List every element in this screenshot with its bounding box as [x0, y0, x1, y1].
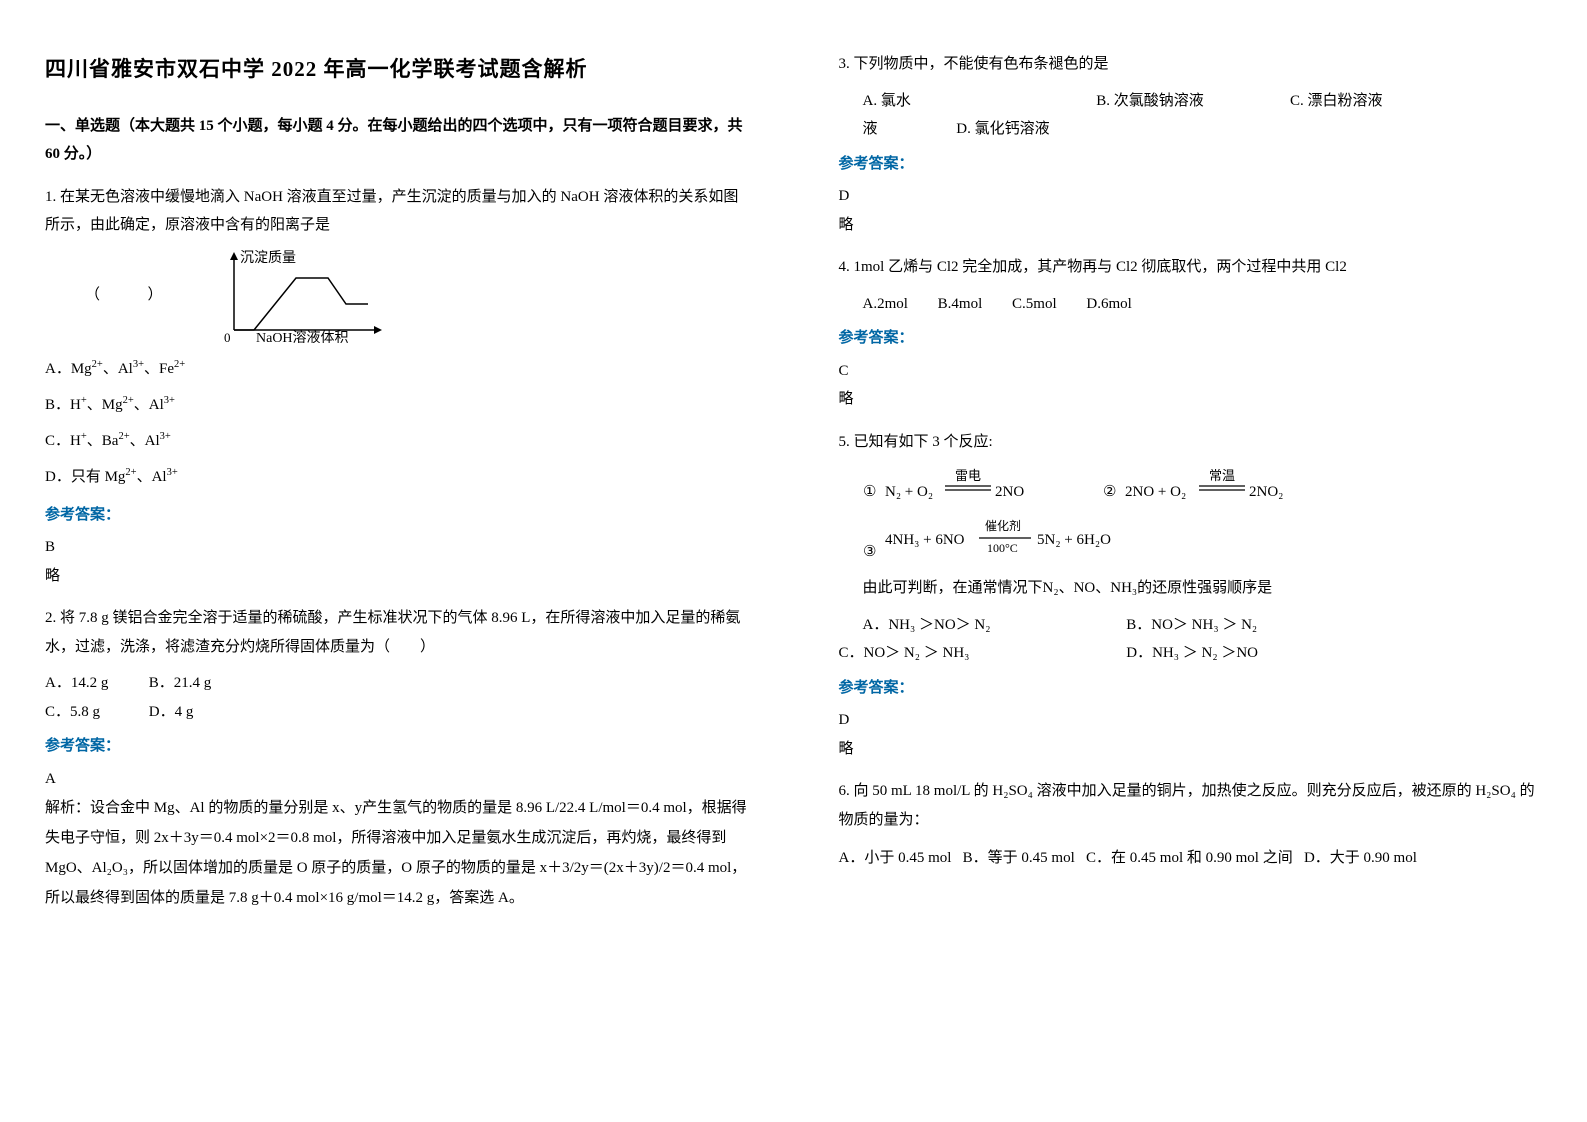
q3-option-b: B. 次氯酸钠溶液	[1096, 87, 1286, 116]
answer-label: 参考答案：	[839, 150, 1543, 179]
q1-option-d: D．只有 Mg2+、Al3+	[45, 459, 749, 495]
right-column: 3. 下列物质中，不能使有色布条褪色的是 A. 氯水 B. 次氯酸钠溶液 C. …	[794, 0, 1587, 1122]
q5-sub-mid: 、NO、	[1059, 580, 1111, 596]
q3-option-a: A. 氯水	[863, 87, 1093, 116]
q3-option-c: C. 漂白粉溶液	[1290, 93, 1383, 109]
q5-stem: 5. 已知有如下 3 个反应:	[839, 428, 1543, 457]
svg-text:②: ②	[1103, 484, 1116, 500]
q3-option-d: D. 氯化钙溶液	[956, 121, 1049, 137]
q4-option-c: C.5mol	[1012, 290, 1057, 319]
q5-option-b: B．NO＞ NH₃ ＞ N₂	[1126, 617, 1257, 633]
question-2: 2. 将 7.8 g 镁铝合金完全溶于适量的稀硫酸，产生标准状况下的气体 8.9…	[45, 604, 749, 913]
question-6: 6. 向 50 mL 18 mol/L 的 H₂SO₄ 溶液中加入足量的铜片，加…	[839, 777, 1543, 873]
svg-text:2NO + O₂: 2NO + O₂	[1125, 484, 1186, 500]
paren-right: ）	[148, 287, 163, 303]
q5-option-c: C．NO＞ N₂ ＞ NH₃	[839, 639, 1123, 668]
precipitate-graph-svg: 沉淀质量 0 NaOH溶液体积	[166, 248, 446, 343]
q1-graph: （ ） 沉淀质量 0 NaOH溶液体积	[85, 248, 749, 343]
q6-option-b: B．等于 0.45 mol	[963, 850, 1075, 866]
q5-eq-row2: ③ 4NH₃ + 6NO 催化剂 100°C 5N₂ + 6H₂O	[863, 516, 1183, 562]
svg-text:催化剂: 催化剂	[985, 518, 1021, 533]
q2-answer: A	[45, 765, 749, 794]
origin-label: 0	[224, 330, 231, 343]
q6-option-c: C．在 0.45 mol 和 0.90 mol 之间	[1086, 850, 1293, 866]
q5-brief: 略	[839, 735, 1543, 764]
q2-option-a: A．14.2 g	[45, 669, 145, 698]
q1-option-b: B．H+、Mg2+、Al3+	[45, 387, 749, 423]
q5-eq-row1: ① N₂ + O₂ 雷电 2NO ② 2NO + O₂ 常温 2NO₂	[863, 466, 1323, 506]
svg-text:5N₂ + 6H₂O: 5N₂ + 6H₂O	[1037, 532, 1111, 548]
q1-brief: 略	[45, 562, 749, 591]
answer-label: 参考答案：	[45, 501, 749, 530]
q4-answer: C	[839, 357, 1543, 386]
answer-label: 参考答案：	[45, 732, 749, 761]
q3-stem: 3. 下列物质中，不能使有色布条褪色的是	[839, 50, 1543, 79]
q5-option-a: A．NH₃ ＞NO＞ N₂	[863, 611, 1123, 640]
question-4: 4. 1mol 乙烯与 Cl2 完全加成，其产物再与 Cl2 彻底取代，两个过程…	[839, 253, 1543, 414]
q6-stem: 6. 向 50 mL 18 mol/L 的 H₂SO₄ 溶液中加入足量的铜片，加…	[839, 777, 1543, 834]
exam-title: 四川省雅安市双石中学 2022 年高一化学联考试题含解析	[45, 50, 749, 90]
q4-option-d: D.6mol	[1086, 290, 1131, 319]
q3-brief: 略	[839, 211, 1543, 240]
q5-answer: D	[839, 706, 1543, 735]
q2-option-b: B．21.4 g	[149, 675, 212, 691]
q4-option-a: A.2mol	[863, 290, 908, 319]
y-axis-label: 沉淀质量	[240, 250, 296, 266]
svg-text:100°C: 100°C	[987, 541, 1018, 555]
q2-option-c: C．5.8 g	[45, 698, 145, 727]
svg-text:4NH₃ + 6NO: 4NH₃ + 6NO	[885, 532, 965, 548]
q4-option-b: B.4mol	[938, 290, 983, 319]
q6-option-a: A．小于 0.45 mol	[839, 850, 952, 866]
svg-text:雷电: 雷电	[955, 468, 981, 483]
question-5: 5. 已知有如下 3 个反应: ① N₂ + O₂ 雷电 2NO ② 2NO +…	[839, 428, 1543, 764]
paren-left: （	[85, 287, 100, 303]
q5-sub-stem: 由此可判断，在通常情况下N₂、NO、NH₃的还原性强弱顺序是	[839, 574, 1543, 603]
q2-option-d: D．4 g	[149, 704, 194, 720]
q4-brief: 略	[839, 385, 1543, 414]
left-column: 四川省雅安市双石中学 2022 年高一化学联考试题含解析 一、单选题（本大题共 …	[0, 0, 794, 1122]
answer-label: 参考答案：	[839, 674, 1543, 703]
answer-label: 参考答案：	[839, 324, 1543, 353]
q5-option-d: D．NH₃ ＞ N₂ ＞NO	[1126, 645, 1258, 661]
section-a-heading: 一、单选题（本大题共 15 个小题，每小题 4 分。在每小题给出的四个选项中，只…	[45, 112, 749, 169]
svg-text:常温: 常温	[1209, 468, 1235, 483]
svg-text:N₂ + O₂: N₂ + O₂	[885, 484, 933, 500]
svg-text:2NO: 2NO	[995, 484, 1024, 500]
question-3: 3. 下列物质中，不能使有色布条褪色的是 A. 氯水 B. 次氯酸钠溶液 C. …	[839, 50, 1543, 239]
q1-option-c: C．H+、Ba2+、Al3+	[45, 423, 749, 459]
q1-option-a: A．Mg2+、Al3+、Fe2+	[45, 351, 749, 387]
q2-stem: 2. 将 7.8 g 镁铝合金完全溶于适量的稀硫酸，产生标准状况下的气体 8.9…	[45, 604, 749, 661]
q3-option-c-cont: 液	[863, 115, 953, 144]
svg-text:2NO₂: 2NO₂	[1249, 484, 1283, 500]
q4-stem: 4. 1mol 乙烯与 Cl2 完全加成，其产物再与 Cl2 彻底取代，两个过程…	[839, 253, 1543, 282]
q2-explanation: 解析：设合金中 Mg、Al 的物质的量分别是 x、y产生氢气的物质的量是 8.9…	[45, 793, 749, 913]
q6-option-d: D．大于 0.90 mol	[1304, 850, 1417, 866]
q5-sub-pre: 由此可判断，在通常情况下	[863, 580, 1043, 596]
svg-text:①: ①	[863, 484, 876, 500]
q3-answer: D	[839, 182, 1543, 211]
q5-sub-post: 的还原性强弱顺序是	[1137, 580, 1272, 596]
q1-stem: 1. 在某无色溶液中缓慢地滴入 NaOH 溶液直至过量，产生沉淀的质量与加入的 …	[45, 183, 749, 240]
x-axis-label: NaOH溶液体积	[256, 330, 349, 343]
q1-answer: B	[45, 533, 749, 562]
svg-text:③: ③	[863, 544, 876, 560]
question-1: 1. 在某无色溶液中缓慢地滴入 NaOH 溶液直至过量，产生沉淀的质量与加入的 …	[45, 183, 749, 591]
